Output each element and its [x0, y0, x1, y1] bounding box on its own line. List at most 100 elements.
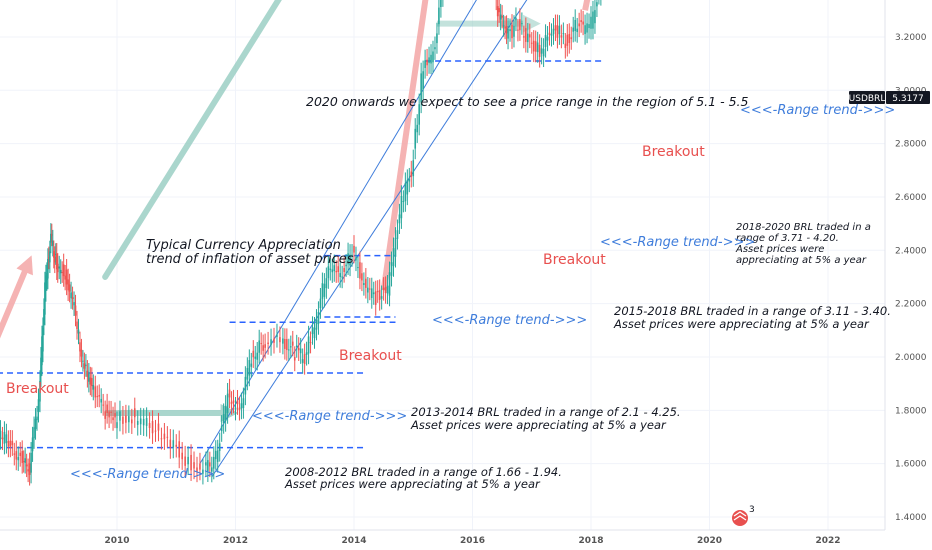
price-candle	[216, 450, 219, 462]
price-candle	[408, 178, 411, 182]
price-candle	[337, 266, 339, 272]
price-candle	[96, 396, 99, 398]
y-tick-label: 2.2000	[895, 300, 927, 310]
price-candle	[30, 452, 32, 473]
price-candle	[578, 23, 580, 27]
logo: 3	[732, 505, 755, 526]
price-candle	[228, 389, 231, 398]
price-candle	[550, 34, 553, 36]
price-candle	[9, 440, 12, 447]
price-candle	[380, 296, 383, 299]
price-candle	[564, 43, 567, 48]
range-trend-label-5: <<<-Range trend->>>	[740, 103, 895, 118]
price-candle	[236, 400, 239, 405]
price-candle	[50, 233, 52, 243]
price-candle	[574, 19, 576, 31]
price-candle	[267, 342, 269, 345]
price-candle	[80, 349, 83, 357]
price-candle	[199, 463, 201, 470]
price-candle	[148, 422, 151, 428]
price-candle	[112, 417, 114, 421]
y-tick-label: 2.8000	[895, 140, 927, 150]
x-tick-label: 2010	[104, 536, 129, 546]
price-candle	[305, 352, 308, 355]
price-candle	[355, 257, 357, 261]
price-candle	[55, 253, 58, 270]
price-candle	[532, 40, 535, 52]
price-candle	[151, 421, 154, 434]
price-candle	[246, 367, 249, 380]
price-candle	[254, 356, 257, 359]
range3-line1: 2015-2018 BRL traded in a range of 3.11 …	[614, 304, 891, 318]
price-candle	[1, 437, 4, 440]
price-candle	[178, 441, 181, 458]
price-candle	[47, 258, 49, 279]
price-candle	[286, 339, 288, 351]
price-candle	[71, 297, 74, 299]
price-candle	[357, 267, 359, 269]
price-candle	[374, 291, 377, 305]
price-candle	[572, 27, 575, 32]
breakout-label-2008: Breakout	[6, 381, 69, 397]
x-tick-label: 2022	[815, 536, 840, 546]
y-tick-label: 2.6000	[895, 193, 927, 203]
price-candle	[390, 262, 393, 276]
price-candle	[329, 268, 332, 270]
price-candle	[205, 462, 207, 466]
price-candle	[230, 401, 233, 405]
last-price-label: 5.3177	[892, 94, 924, 104]
price-candle	[402, 200, 405, 202]
price-candle	[560, 35, 563, 38]
price-candle	[252, 350, 255, 358]
range1-line2: Asset prices were appreciating at 5% a y…	[284, 477, 541, 491]
price-candle	[214, 450, 217, 460]
price-candle	[91, 378, 93, 387]
price-candle	[139, 418, 142, 425]
price-candle	[288, 349, 290, 351]
y-tick-label: 2.0000	[895, 353, 927, 363]
price-candle	[125, 415, 127, 423]
price-candle	[238, 407, 241, 410]
range-boxes	[0, 60, 603, 449]
price-candle	[420, 73, 422, 103]
price-candle	[169, 439, 172, 449]
price-candle	[279, 337, 281, 343]
price-candle	[333, 265, 336, 272]
price-candle	[580, 20, 582, 23]
range4-line3: Asset prices were	[735, 244, 824, 255]
price-candle	[570, 37, 573, 40]
price-candle	[104, 411, 106, 419]
price-candle	[517, 29, 519, 31]
price-candle	[509, 29, 511, 32]
price-candle	[13, 453, 16, 455]
price-candle	[193, 462, 195, 469]
price-candle	[76, 321, 78, 330]
price-candle	[220, 425, 223, 432]
top-note: 2020 onwards we expect to see a price ra…	[306, 94, 748, 109]
price-candle	[42, 328, 44, 352]
breakout-arrow	[582, 0, 591, 11]
x-tick-label: 2014	[341, 536, 366, 546]
price-candle	[56, 263, 59, 273]
price-candle	[422, 71, 424, 90]
y-tick-label: 2.4000	[895, 246, 927, 256]
grid	[0, 0, 885, 530]
price-candle	[122, 416, 124, 424]
price-candle	[258, 340, 260, 353]
price-candle	[128, 416, 130, 423]
appreciation-trend-arrow	[102, 0, 282, 280]
price-candle	[372, 292, 375, 295]
price-candle	[432, 51, 434, 63]
price-candle	[48, 257, 50, 259]
price-candle	[521, 23, 523, 25]
price-candle	[64, 275, 66, 280]
price-candle	[61, 271, 63, 273]
price-candle	[98, 395, 101, 397]
price-candle	[116, 422, 118, 429]
price-candle	[542, 48, 545, 57]
price-candle	[260, 343, 262, 345]
price-candle	[396, 230, 399, 239]
price-candle	[311, 326, 314, 335]
price-candle	[546, 36, 549, 41]
y-tick-label: 1.6000	[895, 460, 927, 470]
